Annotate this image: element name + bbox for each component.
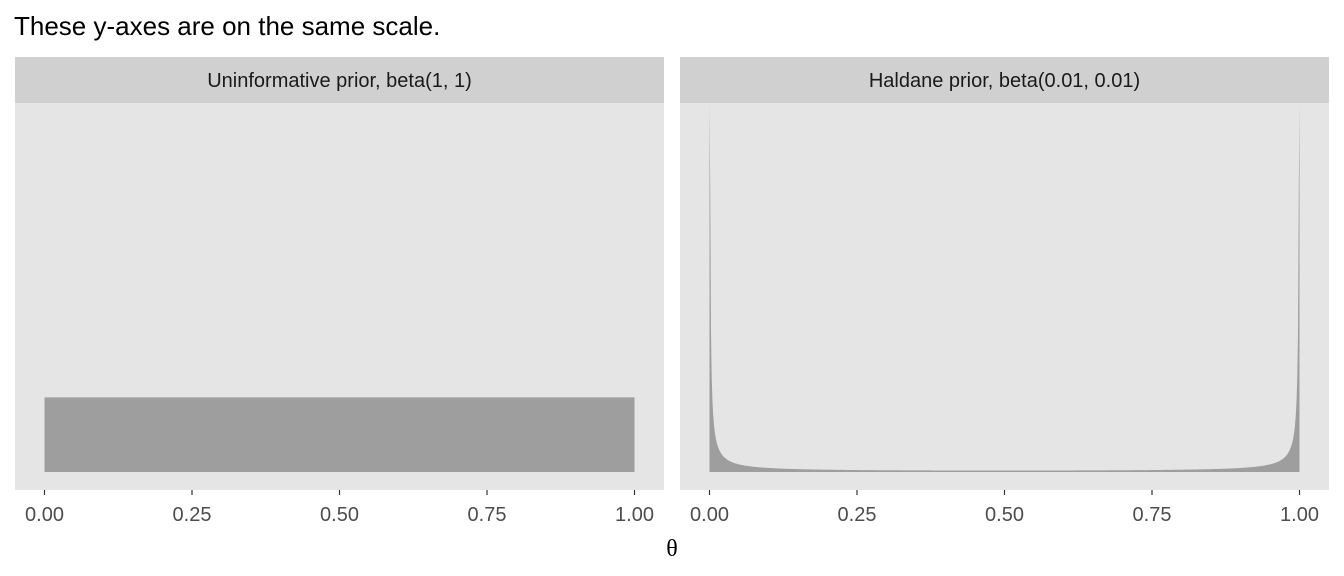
density-area-layer bbox=[44, 397, 635, 472]
strip-label: Uninformative prior, beta(1, 1) bbox=[207, 70, 472, 92]
x-tick-label: 0.25 bbox=[838, 504, 877, 526]
density-area bbox=[44, 397, 635, 472]
x-axis-title: θ bbox=[666, 536, 678, 562]
x-tick-label: 0.25 bbox=[173, 504, 212, 526]
strip-label: Haldane prior, beta(0.01, 0.01) bbox=[869, 70, 1140, 92]
panel-background bbox=[680, 103, 1329, 490]
panel-haldane-prior: Haldane prior, beta(0.01, 0.01) 0.00 0.25… bbox=[680, 57, 1329, 526]
x-tick-label: 0.00 bbox=[690, 504, 729, 526]
panel-uninformative-prior: Uninformative prior, beta(1, 1) 0.00 0.25… bbox=[15, 57, 664, 526]
x-tick-label: 0.75 bbox=[468, 504, 507, 526]
x-axis-ticks: 0.00 0.25 0.50 0.75 1.00 bbox=[25, 490, 654, 526]
x-tick-label: 0.50 bbox=[985, 504, 1024, 526]
x-axis-ticks: 0.00 0.25 0.50 0.75 1.00 bbox=[690, 490, 1319, 526]
x-tick-label: 1.00 bbox=[1280, 504, 1319, 526]
strip-background bbox=[680, 57, 1329, 103]
x-tick-label: 0.50 bbox=[320, 504, 359, 526]
chart-title: These y-axes are on the same scale. bbox=[14, 11, 440, 41]
x-tick-label: 1.00 bbox=[615, 504, 654, 526]
x-tick-label: 0.75 bbox=[1133, 504, 1172, 526]
strip-background bbox=[15, 57, 664, 103]
x-tick-label: 0.00 bbox=[25, 504, 64, 526]
